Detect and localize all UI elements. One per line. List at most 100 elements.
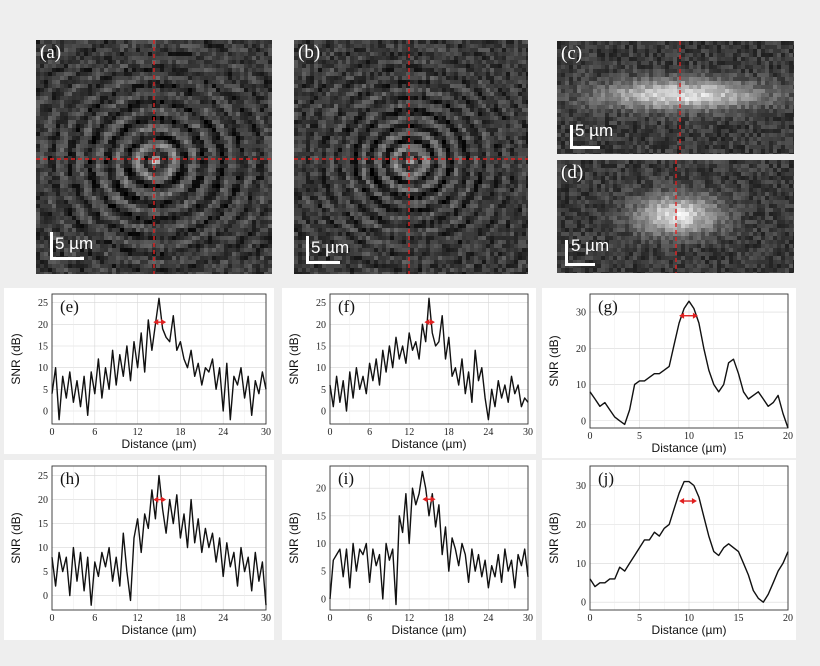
y-tick-label: 0 (43, 407, 48, 418)
y-tick-label: 5 (321, 385, 326, 396)
plot-panel-i: 0 6 12 18 24 30 0 5 10 15 20 Distance (µm) SNR (dB) (… (282, 460, 536, 640)
x-tick-label: 24 (483, 427, 493, 438)
scale-bar-c-vertical (570, 125, 573, 149)
grid (589, 294, 789, 428)
x-tick-label: 12 (404, 613, 414, 624)
x-axis-label: Distance (µm) (122, 437, 197, 451)
x-tick-label: 10 (684, 431, 694, 442)
y-tick-label: 5 (43, 567, 48, 578)
scale-bar-c-horizontal (570, 146, 600, 149)
plot-frame (329, 465, 529, 611)
image-panel-b: (b) 5 µm (294, 40, 528, 274)
y-tick-label: 20 (38, 495, 48, 506)
image-panel-c: (c) 5 µm (557, 41, 794, 154)
x-tick-label: 15 (734, 431, 744, 442)
plot-frame (589, 293, 789, 429)
x-tick-label: 18 (444, 613, 454, 624)
scale-label-d: 5 µm (571, 236, 610, 255)
scale-label-a: 5 µm (55, 234, 94, 253)
snr-series-line (329, 297, 529, 421)
x-tick-label: 0 (328, 427, 333, 438)
y-tick-label: 20 (576, 520, 586, 531)
fwhm-arrow (153, 319, 167, 326)
y-tick-label: 30 (576, 481, 586, 492)
plot-panel-label: (i) (338, 469, 354, 488)
y-tick-label: 10 (576, 559, 586, 570)
plot-panel-j: 0 5 10 15 20 0 10 20 30 Distance (µm) SNR (dB) (j) (542, 460, 796, 640)
y-tick-label: 15 (38, 342, 48, 353)
scale-bar-a-vertical (50, 232, 53, 260)
panel-label-c: (c) (561, 43, 583, 64)
scale-bar-b-horizontal (306, 261, 340, 264)
x-tick-label: 20 (783, 613, 793, 624)
plot-panel-label: (f) (338, 297, 355, 316)
snr-series-line (51, 297, 267, 421)
scale-bar-d-vertical (565, 240, 568, 266)
y-tick-label: 15 (316, 511, 326, 522)
y-axis-label: SNR (dB) (547, 335, 561, 386)
scale-label-c: 5 µm (575, 121, 614, 140)
x-tick-label: 12 (404, 427, 414, 438)
y-axis-label: SNR (dB) (9, 333, 23, 384)
image-panel-a: (a) 5 µm (36, 40, 272, 274)
plot-panel-f: 0 6 12 18 24 30 0 5 10 15 20 25 Distance (µm) SNR (dB… (282, 288, 536, 454)
fwhm-arrow (679, 312, 698, 319)
x-tick-label: 20 (783, 431, 793, 442)
plot-frame (51, 293, 267, 425)
scale-bar-b-vertical (306, 236, 309, 264)
x-tick-label: 24 (483, 613, 493, 624)
grid (329, 294, 529, 424)
snr-series-line (329, 470, 529, 606)
x-tick-label: 6 (92, 613, 97, 624)
fwhm-arrow (679, 498, 697, 505)
speckle-image-c (557, 41, 794, 154)
y-tick-label: 25 (38, 298, 48, 309)
x-tick-label: 5 (637, 613, 642, 624)
y-tick-label: 10 (38, 363, 48, 374)
y-tick-label: 5 (321, 567, 326, 578)
snr-chart-h: 0 6 12 18 24 30 0 5 10 15 20 25 Distance (µm) SNR (dB… (9, 465, 271, 637)
snr-chart-g: 0 5 10 15 20 0 10 20 30 Distance (µm) SNR (dB) (g) (547, 293, 793, 455)
x-tick-label: 30 (523, 613, 533, 624)
speckle-image-a (36, 40, 272, 274)
scale-label-b: 5 µm (311, 238, 350, 257)
snr-chart-f: 0 6 12 18 24 30 0 5 10 15 20 25 Distance (µm) SNR (dB… (287, 293, 533, 451)
image-panel-d: (d) 5 µm (557, 160, 794, 273)
y-tick-label: 0 (581, 598, 586, 609)
x-tick-label: 6 (367, 427, 372, 438)
snr-series-line (589, 480, 789, 603)
panel-label-d: (d) (561, 162, 584, 183)
x-tick-label: 0 (50, 427, 55, 438)
y-tick-label: 10 (316, 363, 326, 374)
fwhm-arrow (422, 496, 436, 503)
y-axis-label: SNR (dB) (287, 512, 301, 563)
x-tick-label: 30 (261, 427, 271, 438)
x-tick-label: 15 (734, 613, 744, 624)
plot-panel-h: 0 6 12 18 24 30 0 5 10 15 20 25 Distance (µm) SNR (dB… (4, 460, 274, 640)
y-axis-label: SNR (dB) (547, 512, 561, 563)
fwhm-arrow (153, 496, 167, 503)
x-axis-label: Distance (µm) (652, 441, 727, 455)
x-axis-label: Distance (µm) (652, 623, 727, 637)
panel-label-b: (b) (298, 42, 321, 63)
y-tick-label: 20 (316, 320, 326, 331)
y-tick-label: 10 (316, 539, 326, 550)
y-tick-label: 5 (43, 385, 48, 396)
panel-label-a: (a) (40, 42, 62, 63)
scale-bar-d-horizontal (565, 263, 595, 266)
y-tick-label: 25 (316, 298, 326, 309)
grid (589, 466, 789, 610)
snr-chart-j: 0 5 10 15 20 0 10 20 30 Distance (µm) SNR (dB) (j) (547, 465, 793, 637)
x-tick-label: 12 (133, 613, 143, 624)
y-tick-label: 25 (38, 471, 48, 482)
scale-bar-a-horizontal (50, 257, 84, 260)
grid (51, 294, 267, 424)
y-tick-label: 10 (38, 543, 48, 554)
snr-chart-e: 0 6 12 18 24 30 0 5 10 15 20 25 Distance (µm) SNR (dB… (9, 293, 271, 451)
x-tick-label: 30 (523, 427, 533, 438)
x-tick-label: 30 (261, 613, 271, 624)
y-tick-label: 20 (316, 484, 326, 495)
plot-panel-g: 0 5 10 15 20 0 10 20 30 Distance (µm) SNR (dB) (g) (542, 288, 796, 458)
y-tick-label: 0 (321, 594, 326, 605)
y-tick-label: 0 (43, 591, 48, 602)
